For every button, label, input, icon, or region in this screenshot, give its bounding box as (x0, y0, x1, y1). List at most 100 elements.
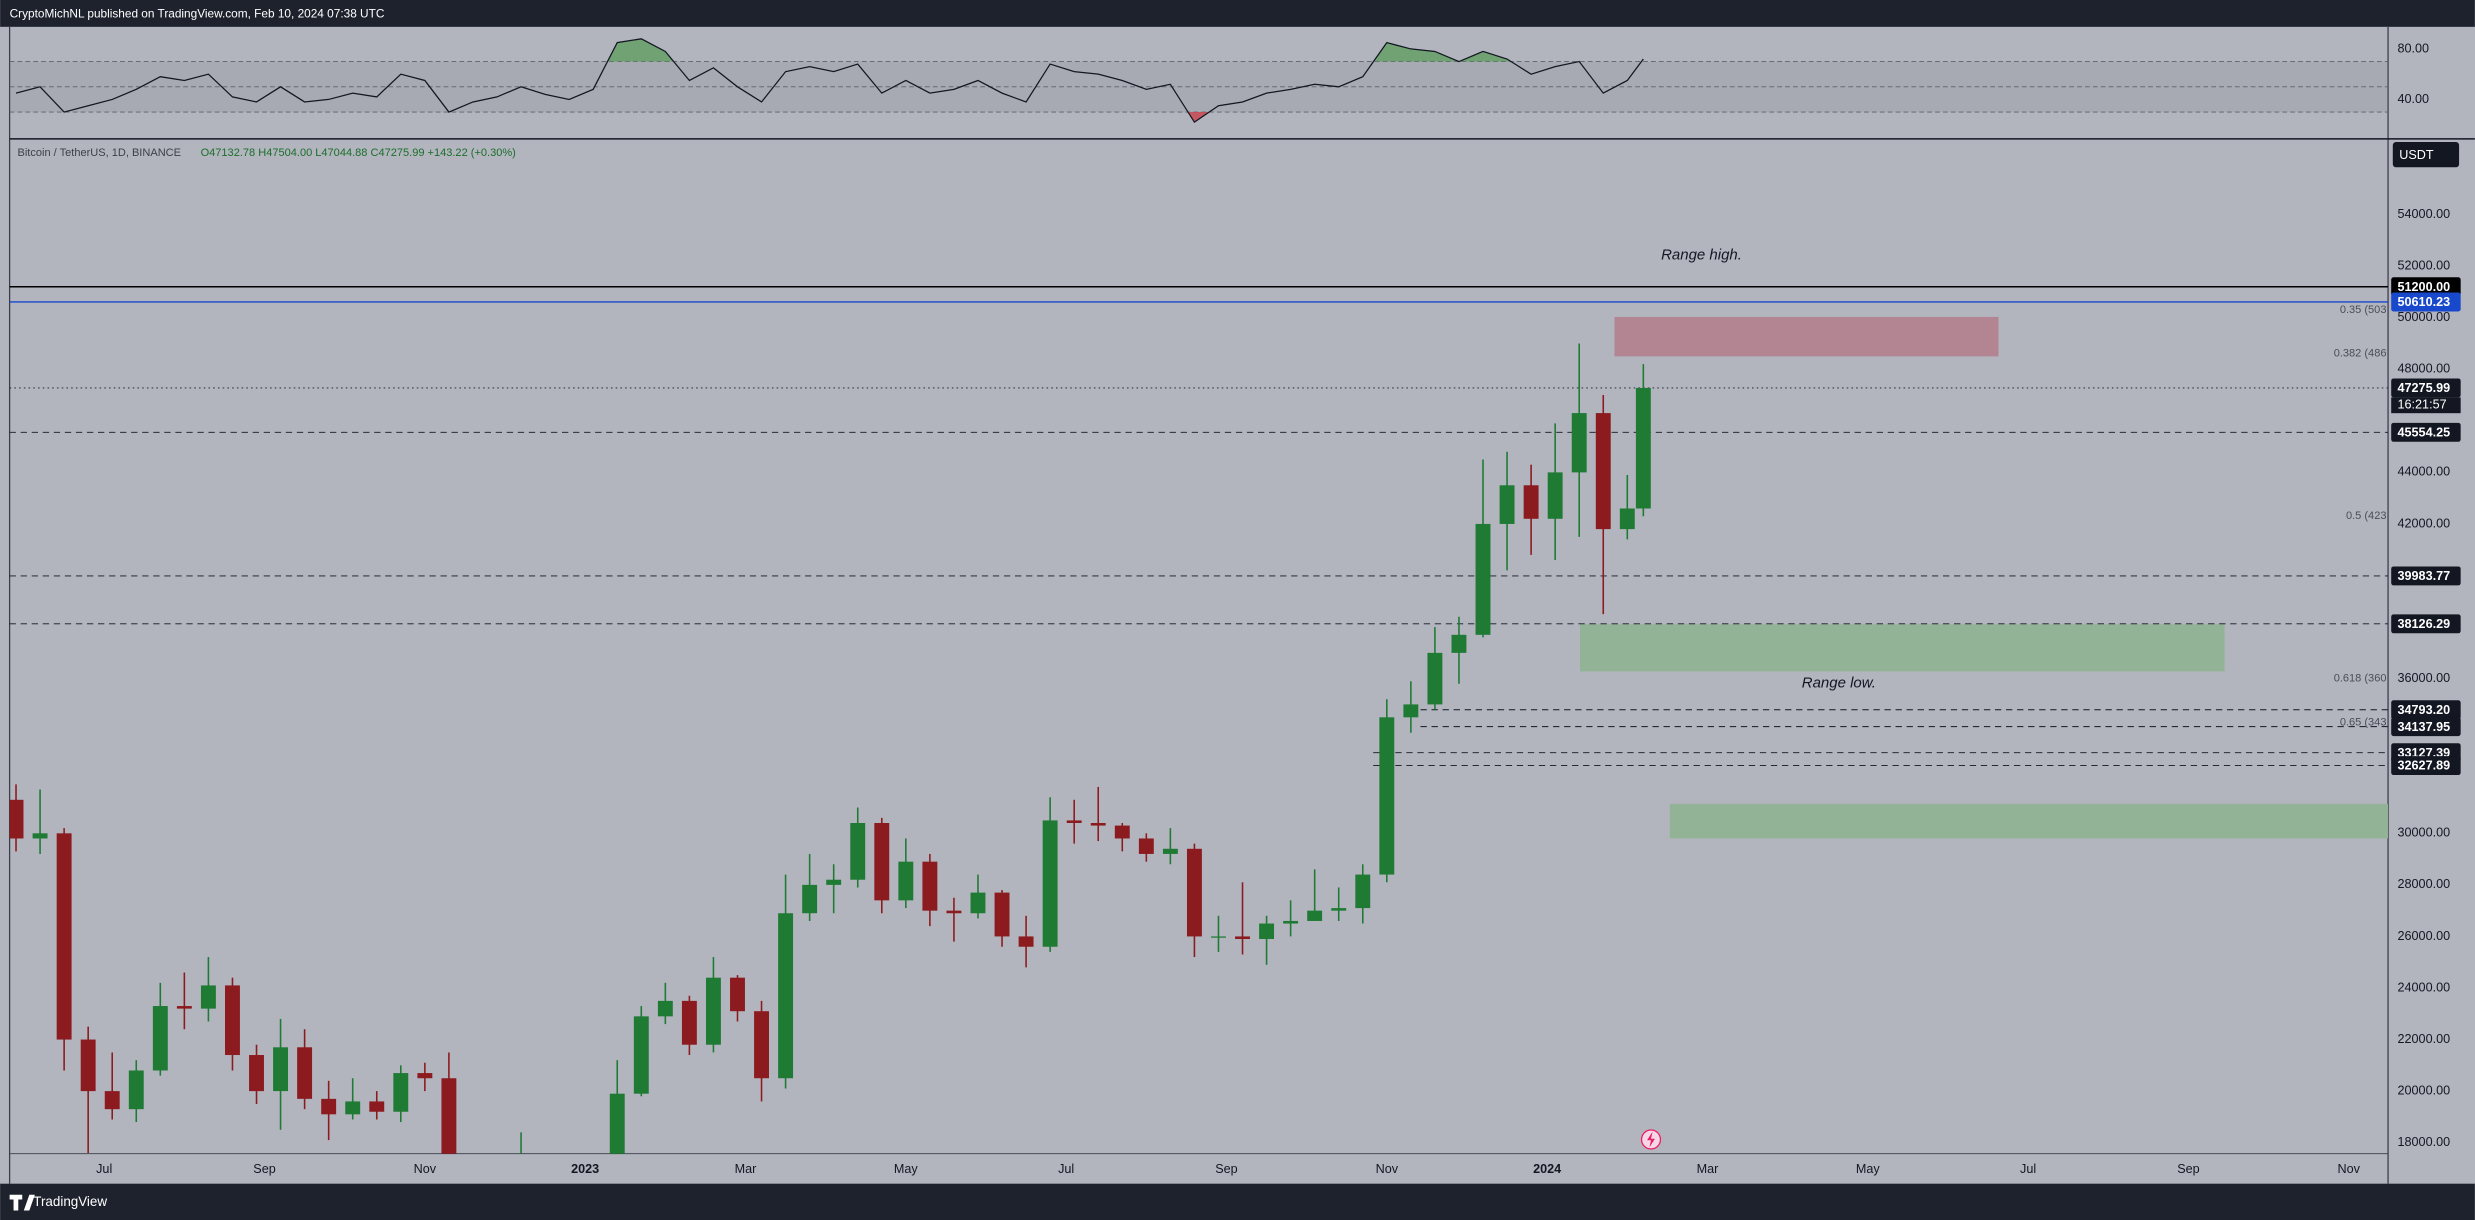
price-level-box (2391, 566, 2461, 586)
candle-body (9, 799, 24, 839)
candle-body (1427, 652, 1443, 705)
rsi-tick-label: 40.00 (2398, 92, 2430, 106)
price-level-box (2391, 614, 2461, 634)
event-icon-bolt (1647, 1131, 1655, 1148)
x-tick-label: Mar (735, 1162, 757, 1176)
candle-body (1211, 936, 1226, 938)
symbol-info: Bitcoin / TetherUS, 1D, BINANCE (18, 147, 182, 159)
candle-body (152, 1006, 168, 1071)
candle-body (1475, 523, 1491, 635)
y-tick-label: 52000.00 (2398, 258, 2451, 272)
candle-body (297, 1047, 313, 1099)
y-tick-label: 28000.00 (2398, 877, 2451, 891)
price-level-label: 50610.23 (2398, 295, 2451, 309)
candle-body (1307, 910, 1323, 921)
price-pane: 0.35 (503 0.382 (486 0.5 (423 0.618 (360 0.6… (9, 247, 2389, 1154)
y-tick-label: 18000.00 (2398, 1135, 2451, 1149)
y-tick-label: 30000.00 (2398, 826, 2451, 840)
top-bar (0, 0, 2475, 27)
candle-body (32, 833, 48, 839)
candle-body (200, 985, 216, 1009)
annotation: Range low. (1802, 674, 1876, 691)
y-tick-label: 42000.00 (2398, 516, 2451, 530)
y-tick-label: 50000.00 (2398, 310, 2451, 324)
price-level-label: 51200.00 (2398, 280, 2451, 294)
price-level-box (2391, 422, 2461, 442)
y-tick-label: 26000.00 (2398, 929, 2451, 943)
candle-body (1595, 413, 1611, 530)
candle-body (249, 1055, 264, 1092)
candle-body (1259, 923, 1275, 940)
x-tick-label: Jul (1058, 1162, 1074, 1176)
rsi-overbought-fill (16, 38, 1644, 62)
price-level-box (2391, 292, 2461, 312)
price-level-label: 38126.29 (2398, 617, 2451, 631)
candle-body (1114, 825, 1130, 839)
candle-body (609, 1093, 625, 1154)
candle-body (1331, 908, 1347, 911)
zone (1580, 624, 2225, 672)
candle-body (705, 977, 721, 1045)
candle-body (1619, 508, 1635, 530)
candle-body (778, 913, 794, 1079)
candle-body (850, 823, 866, 880)
candle-body (1090, 823, 1106, 826)
candle-body (994, 892, 1010, 937)
price-level-label: 34137.95 (2398, 720, 2451, 734)
candle-body (826, 879, 842, 885)
x-tick-label: May (894, 1162, 919, 1176)
currency-label[interactable]: USDT (2399, 148, 2434, 162)
footer-bar (0, 1183, 2475, 1220)
x-tick-label: Mar (1697, 1162, 1719, 1176)
currency-box[interactable] (2392, 142, 2460, 168)
price-level-label: 45554.25 (2398, 425, 2451, 439)
candle-body (393, 1073, 409, 1112)
y-tick-label: 54000.00 (2398, 207, 2451, 221)
candle-body (874, 823, 890, 901)
candle-body (1042, 820, 1058, 947)
y-tick-label: 20000.00 (2398, 1083, 2451, 1097)
candle-body (56, 833, 72, 1040)
candle-body (176, 1006, 192, 1009)
candle-body (970, 892, 986, 914)
price-level-box (2391, 378, 2461, 398)
y-tick-label: 24000.00 (2398, 980, 2451, 994)
annotation: Range high. (1661, 247, 1742, 264)
candle-body (1523, 485, 1539, 519)
candle-body (898, 861, 914, 901)
candle-body (225, 985, 240, 1056)
fib-label: 0.5 (423 (2346, 510, 2386, 522)
x-tick-label: May (1856, 1162, 1881, 1176)
price-level-box (2391, 700, 2461, 720)
y-tick-label: 36000.00 (2398, 671, 2451, 685)
x-tick-label: Nov (1376, 1162, 1399, 1176)
candle-body (730, 977, 745, 1012)
candle-body (922, 861, 938, 911)
fib-label: 0.382 (486 (2334, 348, 2387, 360)
candle-body (1066, 820, 1082, 824)
candle-body (754, 1011, 769, 1079)
rsi-line (15, 38, 1644, 124)
x-tick-label: 2023 (571, 1162, 599, 1176)
price-level-label: 39983.77 (2398, 569, 2451, 583)
candle-body (1018, 936, 1034, 947)
candle-body (1635, 387, 1651, 509)
candle-body (1379, 717, 1395, 875)
x-tick-label: Sep (1215, 1162, 1237, 1176)
candle-body (1451, 634, 1467, 653)
rsi-tick-label: 80.00 (2398, 41, 2430, 55)
candle-body (946, 910, 962, 914)
x-tick-label: Sep (2177, 1162, 2199, 1176)
candle-body (128, 1070, 144, 1110)
price-level-label: 34793.20 (2398, 703, 2451, 717)
candle-body (321, 1098, 337, 1115)
countdown: 16:21:57 (2398, 398, 2447, 412)
candle-body (1138, 838, 1154, 854)
x-tick-label: Sep (253, 1162, 275, 1176)
y-tick-label: 22000.00 (2398, 1032, 2451, 1046)
y-tick-label: 48000.00 (2398, 362, 2451, 376)
candle-body (633, 1016, 649, 1094)
